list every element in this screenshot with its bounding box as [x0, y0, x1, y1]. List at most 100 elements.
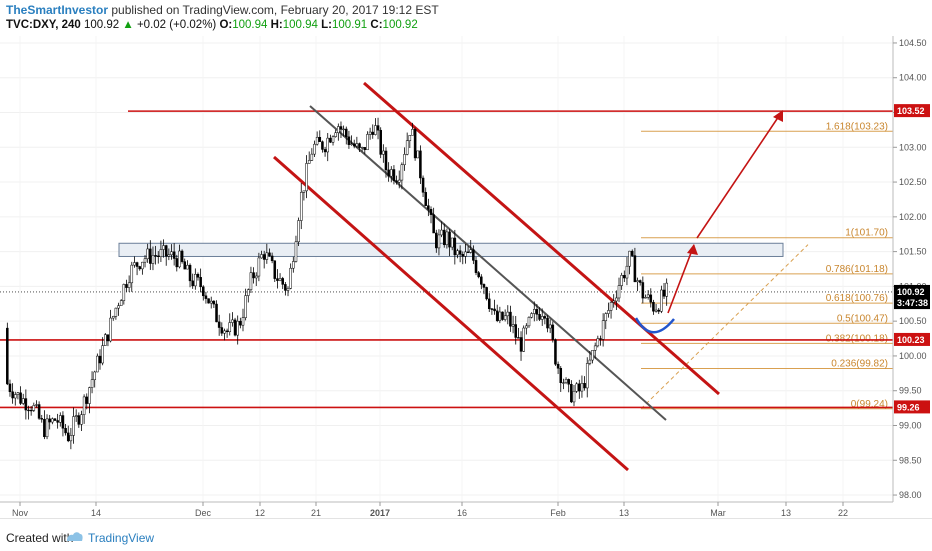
candle-body [662, 289, 666, 297]
arrow-line [667, 244, 695, 314]
candle-body [411, 129, 414, 136]
candle-body [133, 262, 136, 266]
arrow-head [687, 244, 698, 255]
candle-body [138, 266, 141, 270]
candle-body [313, 143, 316, 155]
candle-body [265, 252, 269, 260]
price-label: 99.26 [897, 402, 920, 412]
candle-body [220, 327, 224, 334]
candle-body [612, 300, 615, 303]
candle-body [442, 229, 446, 246]
candle-body [329, 137, 332, 143]
candle-body [408, 135, 412, 142]
candle-body [215, 303, 218, 323]
candle-body [93, 371, 96, 381]
candle-body [270, 255, 274, 262]
fib-level-label: 1.618(103.23) [826, 121, 888, 132]
candle-body [625, 265, 629, 279]
candle-body [172, 251, 176, 259]
candle-body [533, 309, 536, 314]
candle-body [347, 136, 351, 145]
candle-body [358, 143, 361, 148]
y-tick-label: 100.50 [899, 316, 927, 326]
candle-body [344, 128, 348, 138]
candle-body [149, 248, 152, 264]
y-tick-label: 104.00 [899, 73, 927, 83]
x-tick-label: Nov [12, 508, 29, 518]
candle-body [8, 383, 12, 393]
candle-body [628, 250, 631, 267]
candle-body [564, 379, 568, 383]
candle-body [194, 274, 197, 287]
candle-body [170, 251, 173, 256]
candle-body [546, 318, 549, 329]
candle-body [151, 255, 155, 264]
price-label: 3:47:38 [897, 298, 928, 308]
candle-body [59, 415, 62, 423]
price-label-box [894, 332, 930, 346]
candle-body [223, 330, 226, 334]
candle-body [596, 338, 600, 347]
candle-body [575, 383, 578, 392]
x-tick-label: Feb [550, 508, 566, 518]
candle-body [429, 209, 433, 215]
candle-body [61, 415, 65, 429]
candle-body [164, 245, 168, 257]
candle-body [641, 282, 645, 299]
candle-body [111, 316, 115, 319]
fib-level-label: 0.382(100.18) [826, 333, 888, 344]
candle-body [477, 272, 480, 278]
candle-body [530, 313, 533, 318]
candle-body [580, 383, 584, 392]
candle-body [45, 418, 49, 438]
candle-body [456, 250, 459, 256]
candle-body [567, 379, 570, 385]
candle-body [421, 177, 425, 193]
author-name[interactable]: TheSmartInvestor [6, 3, 109, 17]
candle-body [217, 321, 221, 328]
candle-body [461, 254, 465, 257]
tradingview-brand-link[interactable]: TradingView [88, 531, 155, 545]
candle-body [453, 237, 457, 256]
low-value: 100.91 [332, 19, 368, 31]
candle-body [376, 125, 380, 131]
created-with-label: Created with [6, 531, 74, 545]
candle-body [127, 282, 131, 288]
candle-body [310, 153, 314, 161]
candle-body [40, 418, 44, 420]
candle-body [231, 319, 234, 323]
candle-body [599, 338, 602, 340]
y-tick-label: 99.00 [899, 420, 922, 430]
candle-body [403, 154, 406, 166]
candle-body [390, 169, 393, 177]
candle-body [660, 289, 663, 312]
candle-body [487, 298, 491, 310]
candle-body [368, 131, 372, 135]
candle-body [37, 404, 41, 419]
candle-body [540, 316, 544, 320]
candle-body [135, 262, 139, 267]
candle-body [474, 260, 478, 273]
candle-body [503, 315, 507, 320]
candle-body [464, 251, 467, 257]
candle-body [638, 280, 642, 283]
x-tick-label: 14 [91, 508, 101, 518]
candle-body [77, 415, 81, 425]
candle-body [445, 231, 449, 246]
price-chart[interactable]: 1.618(103.23) 1(101.70) 0.786(101.18) 0.618… [0, 0, 932, 518]
candle-body [591, 350, 594, 361]
time-axis[interactable]: Nov 14 Dec 12 21 2017 16 Feb 13 Mar 13 22 [12, 502, 848, 518]
cup-curve [634, 317, 675, 334]
price-axis[interactable]: 104.50104.00103.50103.00102.50102.00101.… [893, 38, 930, 500]
candle-body [501, 311, 504, 320]
arrow-line [696, 112, 782, 239]
plot-background [0, 36, 893, 502]
price-label-box [894, 400, 930, 414]
candle-body [114, 307, 118, 317]
candle-body [276, 278, 279, 281]
candle-body [72, 416, 75, 436]
candle-body [585, 363, 589, 389]
candles [6, 117, 668, 450]
symbol-label: TVC:DXY, 240 [6, 19, 81, 31]
candle-body [80, 414, 83, 425]
